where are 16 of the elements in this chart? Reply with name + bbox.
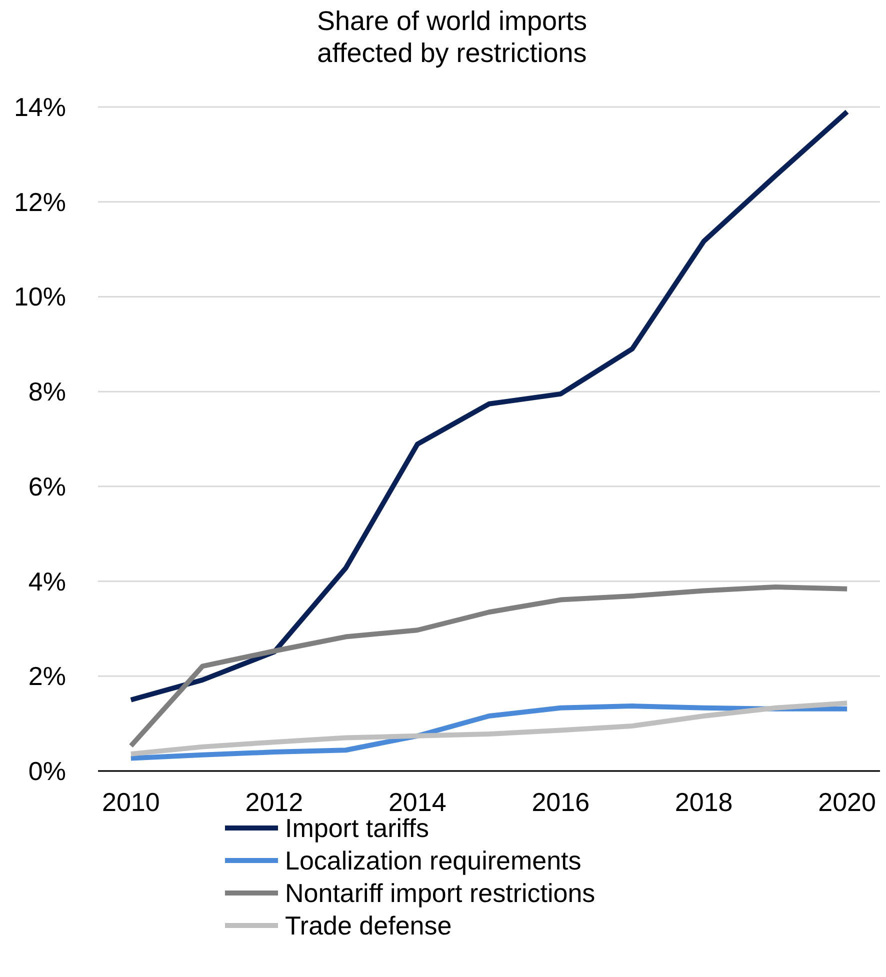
y-tick-label: 2%: [28, 661, 66, 692]
legend-label: Nontariff import restrictions: [285, 878, 596, 908]
y-tick-label: 0%: [28, 756, 66, 786]
y-tick-label: 8%: [28, 376, 66, 407]
legend-label: Trade defense: [285, 910, 452, 940]
x-tick-label: 2010: [102, 787, 160, 817]
legend-label: Localization requirements: [285, 846, 582, 876]
y-tick-label: 4%: [28, 566, 66, 596]
y-tick-label: 12%: [14, 186, 66, 217]
x-tick-label: 2018: [674, 787, 733, 817]
y-tick-label: 10%: [14, 282, 66, 312]
y-tick-label: 6%: [28, 471, 66, 502]
x-tick-label: 2020: [818, 787, 876, 817]
chart-title: Share of world imports affected by restrictions: [316, 6, 588, 68]
y-tick-label: 14%: [14, 92, 66, 122]
x-tick-label: 2016: [532, 787, 590, 817]
